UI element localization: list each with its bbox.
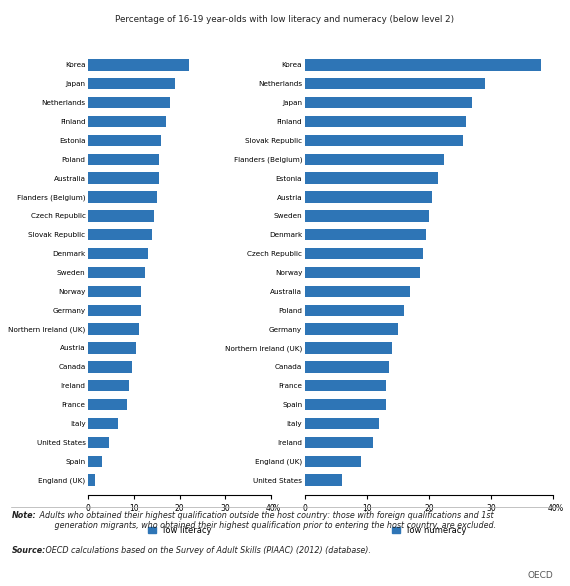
Bar bbox=[305, 154, 445, 165]
Bar bbox=[88, 97, 170, 108]
Bar bbox=[88, 286, 141, 297]
Bar bbox=[305, 418, 380, 429]
Bar bbox=[305, 97, 473, 108]
Bar bbox=[88, 437, 109, 448]
Legend: low literacy: low literacy bbox=[148, 526, 211, 535]
Bar bbox=[88, 229, 152, 240]
Bar bbox=[88, 305, 141, 316]
Text: Source:: Source: bbox=[11, 546, 46, 555]
Bar bbox=[305, 59, 540, 70]
Text: Note:: Note: bbox=[11, 511, 36, 520]
Bar bbox=[88, 172, 159, 184]
Bar bbox=[88, 455, 102, 467]
Bar bbox=[305, 172, 438, 184]
Bar bbox=[88, 323, 139, 335]
Text: OECD calculations based on the Survey of Adult Skills (PIAAC) (2012) (database).: OECD calculations based on the Survey of… bbox=[43, 546, 371, 555]
Bar bbox=[305, 361, 389, 373]
Bar bbox=[305, 342, 392, 353]
Bar bbox=[88, 116, 166, 127]
Text: Adults who obtained their highest qualification outside the host country: those : Adults who obtained their highest qualif… bbox=[37, 511, 496, 530]
Bar bbox=[88, 192, 157, 203]
Bar bbox=[88, 78, 175, 90]
Bar bbox=[305, 210, 429, 222]
Bar bbox=[88, 361, 132, 373]
Text: %: % bbox=[273, 504, 280, 513]
Bar bbox=[305, 135, 463, 146]
Bar bbox=[305, 475, 342, 486]
Bar bbox=[305, 437, 373, 448]
Legend: low numeracy: low numeracy bbox=[392, 526, 466, 535]
Bar bbox=[305, 78, 484, 90]
Text: Percentage of 16-19 year-olds with low literacy and numeracy (below level 2): Percentage of 16-19 year-olds with low l… bbox=[116, 15, 454, 23]
Bar bbox=[88, 267, 145, 278]
Bar bbox=[88, 154, 159, 165]
Bar bbox=[88, 248, 148, 259]
Bar bbox=[305, 267, 420, 278]
Bar bbox=[305, 116, 466, 127]
Bar bbox=[305, 323, 398, 335]
Bar bbox=[305, 248, 423, 259]
Bar bbox=[88, 342, 136, 353]
Bar bbox=[88, 210, 154, 222]
Bar bbox=[88, 59, 189, 70]
Bar bbox=[305, 455, 361, 467]
Bar bbox=[305, 229, 426, 240]
Text: %: % bbox=[556, 504, 563, 513]
Bar bbox=[305, 380, 385, 391]
Bar bbox=[88, 399, 127, 410]
Bar bbox=[88, 380, 129, 391]
Bar bbox=[88, 135, 161, 146]
Bar bbox=[305, 192, 432, 203]
Bar bbox=[88, 418, 118, 429]
Bar bbox=[305, 305, 404, 316]
Bar bbox=[88, 475, 95, 486]
Text: OECD: OECD bbox=[527, 571, 553, 580]
Bar bbox=[305, 399, 385, 410]
Bar bbox=[305, 286, 410, 297]
